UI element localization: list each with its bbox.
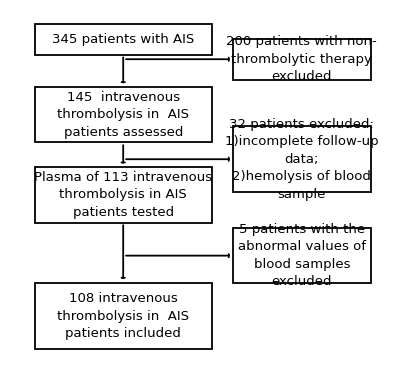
Bar <box>35 283 212 349</box>
Text: Plasma of 113 intravenous
thrombolysis in AIS
patients tested: Plasma of 113 intravenous thrombolysis i… <box>34 171 212 219</box>
Text: 145  intravenous
thrombolysis in  AIS
patients assessed: 145 intravenous thrombolysis in AIS pati… <box>57 90 189 139</box>
Bar <box>35 167 212 222</box>
Text: 32 patients excluded:
1)incomplete follow-up
data;
2)hemolysis of blood
sample: 32 patients excluded: 1)incomplete follo… <box>225 118 378 201</box>
Text: 200 patients with non-
thrombolytic therapy
excluded: 200 patients with non- thrombolytic ther… <box>226 35 377 83</box>
Bar <box>35 87 212 142</box>
Bar <box>233 126 371 192</box>
Bar <box>35 25 212 55</box>
Bar <box>233 39 371 80</box>
Text: 108 intravenous
thrombolysis in  AIS
patients included: 108 intravenous thrombolysis in AIS pati… <box>57 292 189 340</box>
Text: 345 patients with AIS: 345 patients with AIS <box>52 33 194 46</box>
Text: 5 patients with the
abnormal values of
blood samples
excluded: 5 patients with the abnormal values of b… <box>238 223 366 288</box>
Bar <box>233 228 371 283</box>
